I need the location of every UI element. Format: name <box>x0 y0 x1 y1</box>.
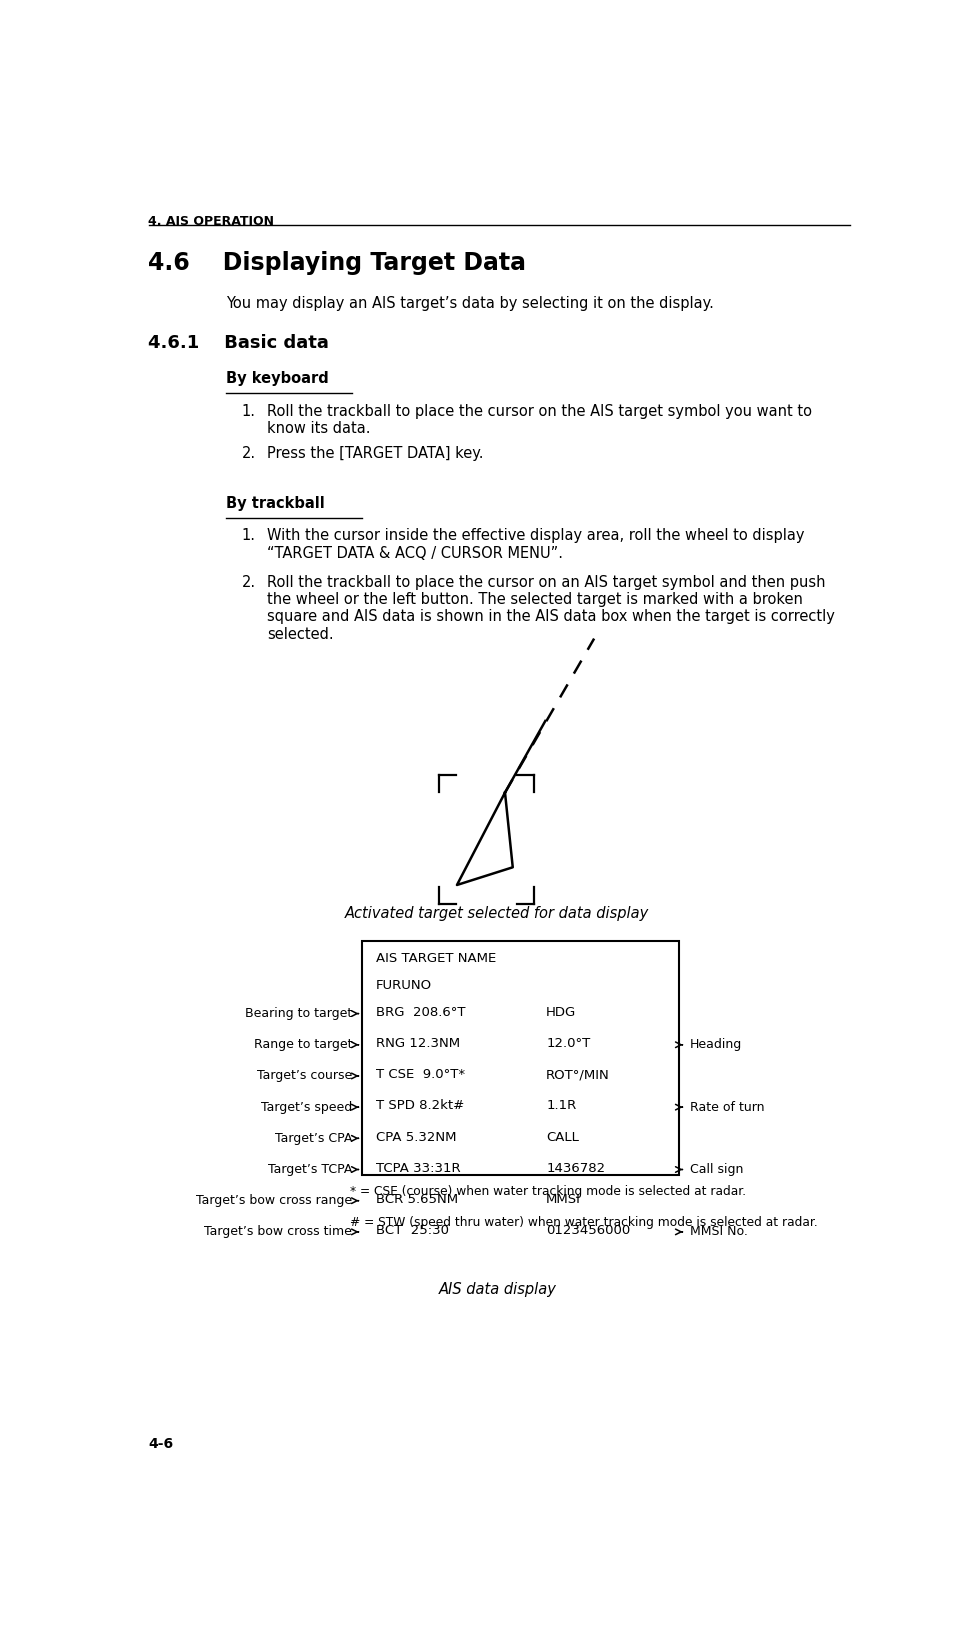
Text: RNG 12.3NM: RNG 12.3NM <box>376 1036 459 1049</box>
Text: By keyboard: By keyboard <box>226 372 329 387</box>
Text: By trackball: By trackball <box>226 496 324 511</box>
Text: Roll the trackball to place the cursor on an AIS target symbol and then push
the: Roll the trackball to place the cursor o… <box>267 574 835 641</box>
Text: Target’s bow cross time: Target’s bow cross time <box>205 1226 352 1239</box>
Text: AIS TARGET NAME: AIS TARGET NAME <box>376 951 496 965</box>
Text: T SPD 8.2kt#: T SPD 8.2kt# <box>376 1100 464 1113</box>
Text: Bearing to target: Bearing to target <box>245 1007 352 1020</box>
Text: Press the [TARGET DATA] key.: Press the [TARGET DATA] key. <box>267 446 484 462</box>
Text: Rate of turn: Rate of turn <box>690 1100 765 1113</box>
Text: Target’s TCPA: Target’s TCPA <box>268 1164 352 1177</box>
Text: With the cursor inside the effective display area, roll the wheel to display
“TA: With the cursor inside the effective dis… <box>267 529 805 561</box>
Text: AIS data display: AIS data display <box>438 1281 556 1296</box>
Text: Range to target: Range to target <box>253 1038 352 1051</box>
Text: 2.: 2. <box>242 574 255 589</box>
Text: BCR 5.65NM: BCR 5.65NM <box>376 1193 457 1206</box>
Text: MMSI No.: MMSI No. <box>690 1226 748 1239</box>
Text: BCT  25:30: BCT 25:30 <box>376 1224 449 1237</box>
Text: 1436782: 1436782 <box>546 1162 605 1175</box>
Text: 1.1R: 1.1R <box>546 1100 577 1113</box>
Text: 4.6.1    Basic data: 4.6.1 Basic data <box>149 335 329 353</box>
Text: Target’s speed: Target’s speed <box>261 1100 352 1113</box>
Text: Heading: Heading <box>690 1038 743 1051</box>
Text: Target’s course: Target’s course <box>257 1069 352 1082</box>
Text: # = STW (speed thru water) when water tracking mode is selected at radar.: # = STW (speed thru water) when water tr… <box>350 1216 818 1229</box>
Text: T CSE  9.0°T*: T CSE 9.0°T* <box>376 1069 465 1082</box>
Text: TCPA 33:31R: TCPA 33:31R <box>376 1162 460 1175</box>
Text: Target’s bow cross range: Target’s bow cross range <box>196 1195 352 1208</box>
Text: BRG  208.6°T: BRG 208.6°T <box>376 1005 465 1018</box>
Text: CPA 5.32NM: CPA 5.32NM <box>376 1131 456 1144</box>
Text: 1.: 1. <box>242 403 255 419</box>
Bar <box>361 942 680 1175</box>
Text: 12.0°T: 12.0°T <box>546 1036 590 1049</box>
Text: CALL: CALL <box>546 1131 579 1144</box>
Text: You may display an AIS target’s data by selecting it on the display.: You may display an AIS target’s data by … <box>226 295 714 312</box>
Text: 4-6: 4-6 <box>149 1438 174 1451</box>
Text: Roll the trackball to place the cursor on the AIS target symbol you want to
know: Roll the trackball to place the cursor o… <box>267 403 812 436</box>
Text: * = CSE (course) when water tracking mode is selected at radar.: * = CSE (course) when water tracking mod… <box>350 1185 746 1198</box>
Text: 4.6    Displaying Target Data: 4.6 Displaying Target Data <box>149 251 526 276</box>
Text: MMSI: MMSI <box>546 1193 581 1206</box>
Text: ROT°/MIN: ROT°/MIN <box>546 1069 610 1082</box>
Text: Call sign: Call sign <box>690 1164 744 1177</box>
Text: Target’s CPA: Target’s CPA <box>275 1133 352 1144</box>
Text: HDG: HDG <box>546 1005 577 1018</box>
Text: 0123456000: 0123456000 <box>546 1224 630 1237</box>
Text: 1.: 1. <box>242 529 255 543</box>
Text: FURUNO: FURUNO <box>376 979 432 992</box>
Text: 4. AIS OPERATION: 4. AIS OPERATION <box>149 215 275 228</box>
Text: 2.: 2. <box>242 446 255 462</box>
Text: Activated target selected for data display: Activated target selected for data displ… <box>345 906 650 920</box>
